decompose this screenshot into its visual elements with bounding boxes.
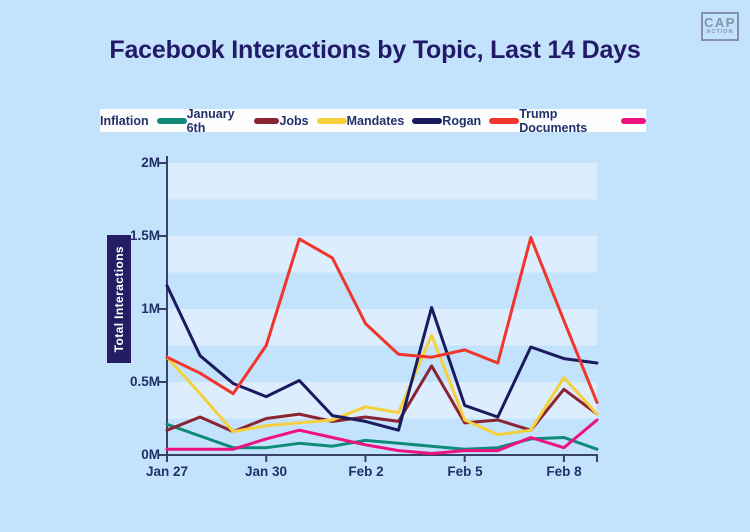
legend-label: Mandates bbox=[346, 113, 405, 128]
legend-item-trump-documents: Trump Documents bbox=[519, 107, 646, 135]
x-tick-label-feb-5: Feb 5 bbox=[447, 464, 483, 479]
page-title: Facebook Interactions by Topic, Last 14 … bbox=[109, 36, 641, 64]
legend-label: Trump Documents bbox=[519, 106, 588, 135]
legend-label: Inflation bbox=[100, 113, 149, 128]
legend-color-swatch bbox=[316, 117, 347, 124]
legend-color-swatch bbox=[254, 117, 280, 124]
series-line-trump-documents bbox=[165, 418, 599, 455]
y-axis-title: Total Interactions bbox=[112, 245, 126, 353]
x-tick-label-jan-27: Jan 27 bbox=[145, 464, 189, 479]
legend-color-swatch bbox=[156, 117, 187, 124]
plot-stripe bbox=[167, 382, 597, 419]
y-tick-label-0m: 0M bbox=[141, 447, 160, 462]
legend-item-mandates: Mandates bbox=[347, 114, 443, 128]
legend-item-rogan: Rogan bbox=[442, 113, 520, 128]
x-tick-label-jan-30: Jan 30 bbox=[244, 464, 288, 479]
cap-logo-text: CAP bbox=[704, 15, 736, 30]
x-tick-label-feb-8: Feb 8 bbox=[546, 464, 582, 479]
legend-label: Rogan bbox=[442, 113, 482, 128]
y-tick-label-2m: 2M bbox=[141, 155, 160, 170]
legend-color-swatch bbox=[489, 117, 520, 124]
plot-stripe bbox=[167, 163, 597, 200]
legend-item-inflation: Inflation bbox=[100, 114, 187, 128]
y-tick-label-0-5m: 0.5M bbox=[129, 374, 160, 389]
chart-legend: Inflation January 6th Jobs Mandates Roga… bbox=[100, 107, 646, 135]
cap-logo-subtext: ACTION bbox=[706, 29, 734, 35]
series-line-rogan bbox=[165, 236, 599, 404]
legend-item-january-6th: January 6th bbox=[187, 107, 280, 135]
x-tick-label-feb-2: Feb 2 bbox=[348, 464, 384, 479]
series-line-jobs bbox=[165, 333, 599, 437]
y-tick-label-1m: 1M bbox=[141, 301, 160, 316]
legend-label: Jobs bbox=[279, 113, 309, 128]
legend-color-swatch bbox=[620, 117, 646, 124]
y-axis-title-box: Total Interactions bbox=[107, 235, 131, 363]
cap-action-logo: CAP ACTION bbox=[701, 12, 739, 41]
legend-label: January 6th bbox=[186, 106, 235, 135]
y-tick-label-1-5m: 1.5M bbox=[129, 228, 160, 243]
legend-color-swatch bbox=[412, 117, 443, 124]
legend-item-jobs: Jobs bbox=[279, 113, 347, 128]
